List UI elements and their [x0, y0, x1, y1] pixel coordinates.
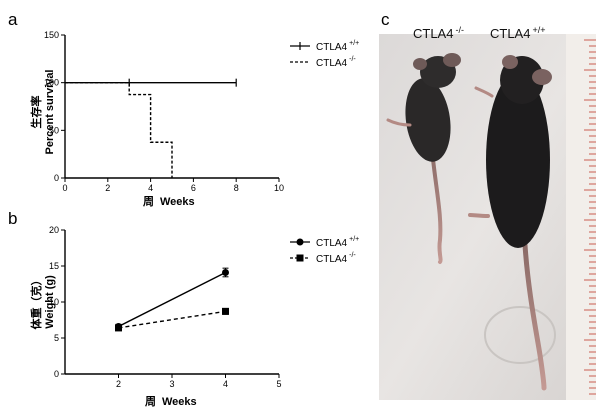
chart-b-xtick-label: 3 [169, 379, 174, 389]
large-mouse-ear-2 [502, 55, 518, 69]
large-mouse-hind-paw [468, 213, 490, 218]
chart-b-series-line-0 [118, 271, 226, 328]
chart-a-legend-label: CTLA4 +/+ [316, 40, 359, 53]
small-mouse-ear-2 [413, 58, 427, 70]
mouse-ctla4-wildtype [468, 55, 552, 391]
chart-b-legend-marker [296, 254, 304, 262]
chart-a-ytick-label: 100 [44, 78, 59, 88]
photo-label-knockout: CTLA4 -/- [413, 25, 464, 41]
large-mouse-front-paw [474, 86, 494, 98]
chart-b-legend-label: CTLA4 -/- [316, 252, 356, 265]
photo-label-wildtype: CTLA4 +/+ [490, 25, 545, 41]
chart-a-ylabel: Percent survival [44, 70, 56, 155]
chart-a-ytick-label: 0 [54, 173, 59, 183]
ruler-strip [566, 34, 596, 400]
chart-b-series-line-1 [118, 310, 226, 329]
small-mouse-body [405, 78, 451, 162]
chart-a-xlabel-cn: 周 [143, 195, 154, 208]
chart-b-point-square [222, 307, 229, 315]
large-mouse-body [486, 72, 550, 248]
chart-b-ytick-label: 15 [49, 261, 59, 271]
chart-b-xtick-label: 4 [223, 379, 228, 389]
small-mouse-tail [430, 148, 443, 264]
chart-b-ylabel-cn: 体重（克） [29, 275, 43, 330]
chart-a-xtick-label: 10 [274, 183, 284, 193]
ruler [566, 34, 596, 400]
dish-outline [484, 306, 556, 364]
large-mouse-tail [522, 242, 547, 391]
chart-a-xtick-label: 0 [62, 183, 67, 193]
chart-a-xtick-label: 4 [148, 183, 153, 193]
chart-b-xlabel-cn: 周 [145, 395, 156, 408]
small-mouse-ear [443, 53, 461, 67]
chart-a-series-line-1 [65, 81, 173, 178]
chart-b-xtick-label: 5 [276, 379, 281, 389]
chart-b-ytick-label: 0 [54, 369, 59, 379]
chart-b-legend: CTLA4 +/+ CTLA4 -/- [290, 236, 359, 265]
chart-b-xlabel-en: Weeks [162, 396, 197, 408]
chart-a-xtick-label: 8 [234, 183, 239, 193]
ruler-ticks [584, 39, 596, 395]
chart-b-axes: 0 5 10 15 20 2 3 4 5 [49, 225, 282, 389]
chart-b-ytick-label: 20 [49, 225, 59, 235]
chart-b-ylabel: Weight (g) [44, 275, 56, 329]
chart-b-point-square [115, 324, 122, 332]
chart-b-xlabel: 周 Weeks [145, 395, 197, 408]
chart-b-xtick-label: 2 [116, 379, 121, 389]
panel-letter-b: b [8, 209, 17, 228]
chart-a-ytick-label: 150 [44, 30, 59, 40]
chart-a-xtick-label: 6 [191, 183, 196, 193]
chart-a-legend: CTLA4 +/+ CTLA4 -/- [290, 40, 359, 69]
chart-a-xlabel: 周 Weeks [143, 195, 195, 208]
panel-c: c [379, 10, 596, 400]
chart-b-legend-label: CTLA4 +/+ [316, 236, 359, 249]
mouse-photo: CTLA4 -/- CTLA4 +/+ [379, 25, 596, 400]
chart-a-legend-label: CTLA4 -/- [316, 56, 356, 69]
chart-b-point-circle [222, 268, 229, 276]
chart-a-ylabel-cn: 生存率 [29, 96, 43, 129]
mouse-ctla4-knockout [386, 53, 461, 264]
chart-a-ytick-label: 50 [49, 125, 59, 135]
large-mouse-ear [532, 69, 552, 85]
chart-b-ytick-label: 5 [54, 333, 59, 343]
panel-letter-c: c [381, 10, 390, 29]
panel-letter-a: a [8, 10, 18, 29]
chart-a-axes: 0 50 100 150 0 2 4 6 8 10 [44, 30, 284, 193]
chart-a-xlabel-en: Weeks [160, 196, 195, 208]
chart-a-xtick-label: 2 [105, 183, 110, 193]
chart-b-legend-marker [296, 238, 304, 246]
small-mouse-paw [386, 118, 412, 127]
chart-b-ytick-label: 10 [49, 297, 59, 307]
